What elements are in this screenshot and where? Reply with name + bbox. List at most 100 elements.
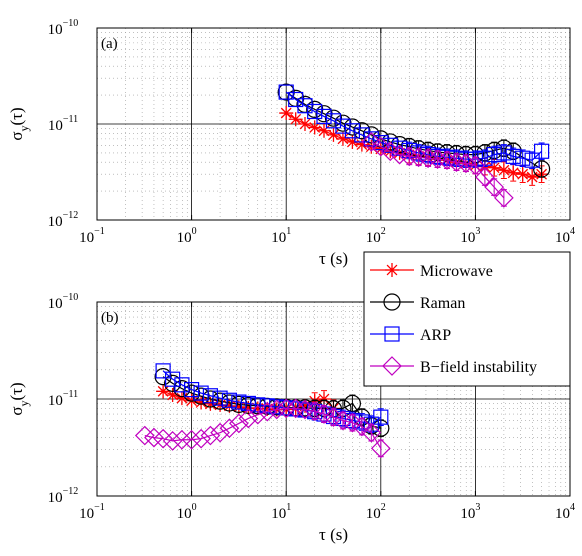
data-point [307,103,323,120]
legend-marker [382,356,402,376]
data-point [418,148,438,169]
data-point [325,113,342,129]
data-point [221,392,238,408]
y-tick-label: 10−11 [48,389,78,409]
data-point [317,392,332,406]
x-tick-label: 103 [460,226,480,246]
data-point [496,145,512,161]
y-axis-label: σy(τ) [7,107,31,140]
data-point [446,152,467,173]
data-point [496,163,511,178]
data-point [222,398,237,413]
x-axis-label: τ (s) [319,249,348,268]
data-point [534,143,550,159]
data-point [524,152,540,168]
y-tick-label: 10−12 [48,210,79,230]
data-point [156,384,171,399]
y-axis-label: σy(τ) [7,382,31,415]
data-point [174,391,189,406]
legend-item: ARP [370,326,451,344]
x-tick-label: 104 [555,226,575,246]
data-point [231,394,247,410]
x-tick-label: 101 [271,226,291,246]
data-point [323,407,344,427]
x-tick-label: 104 [555,502,575,522]
data-point [241,400,256,415]
data-point [316,108,332,124]
data-point [533,160,551,178]
data-point [257,401,278,422]
y-tick-label: 10−10 [48,292,79,312]
x-tick-label: 100 [177,502,197,522]
data-point [165,387,180,402]
data-point [174,377,190,393]
data-point [162,431,183,451]
legend-label: B−field instability [420,359,537,376]
data-point [259,398,275,414]
y-tick-label: 10−12 [48,486,79,506]
data-point [506,165,521,180]
data-point [399,146,420,167]
data-point [381,133,399,151]
data-point [465,155,486,176]
series-line [162,370,382,425]
data-point [276,398,297,419]
data-point [194,395,209,410]
data-point [184,381,200,398]
data-point [260,401,275,416]
legend-marker [384,326,400,342]
data-point [382,137,398,153]
data-point [210,422,230,443]
data-point [238,408,259,429]
data-point [201,390,219,408]
data-point [266,399,287,420]
data-point [155,363,171,379]
data-point [203,396,218,411]
data-point [343,394,362,413]
data-point [165,371,181,387]
data-point [505,148,521,164]
data-point [326,127,341,142]
data-point [342,412,363,433]
data-point [191,428,211,449]
data-point [247,404,268,425]
series-b-field-instability [361,132,514,208]
panel-label: (a) [101,36,118,52]
data-point [515,167,530,182]
data-point [408,147,429,168]
data-point [361,422,382,443]
data-point [317,123,332,138]
panel-label: (b) [101,310,119,326]
data-point [307,120,322,135]
data-point [370,438,391,459]
legend-item: Microwave [370,263,493,280]
data-point [240,395,256,412]
legend-marker [385,263,399,277]
data-point [230,395,248,413]
x-tick-label: 101 [271,502,291,522]
data-point [484,177,505,197]
data-point [361,132,382,152]
data-point [212,390,228,406]
legend-label: ARP [420,327,451,344]
data-point [288,112,303,127]
x-tick-label: 10−1 [79,502,105,522]
y-tick-label: 10−11 [48,114,78,134]
axes-frame [96,301,571,497]
data-point [427,149,448,170]
data-point [229,413,249,434]
x-tick-label: 10−1 [79,226,105,246]
data-point [193,385,209,401]
data-point [285,398,306,419]
data-point [181,429,202,450]
legend-item: B−field instability [370,356,537,376]
x-axis-label: τ (s) [319,525,348,544]
data-point [373,409,389,425]
data-point [219,418,240,439]
data-point [494,188,514,208]
data-point [297,398,312,413]
data-point [297,402,313,418]
data-point [334,114,352,132]
x-tick-label: 103 [460,502,480,522]
